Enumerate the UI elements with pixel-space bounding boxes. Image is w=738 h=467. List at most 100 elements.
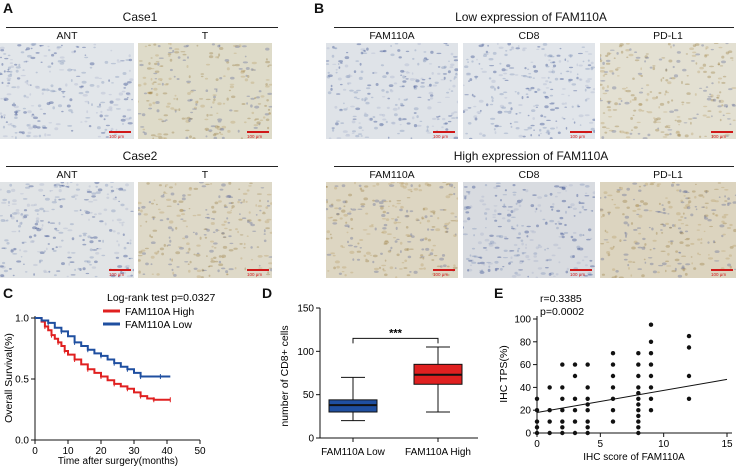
cell-nucleus bbox=[688, 200, 692, 204]
y-tick-label: 0 bbox=[308, 434, 314, 445]
cell-nucleus bbox=[0, 72, 2, 76]
cell-nucleus bbox=[206, 113, 209, 117]
cell-nucleus bbox=[239, 243, 243, 245]
cell-nucleus bbox=[466, 257, 470, 261]
cell-nucleus bbox=[707, 254, 710, 256]
cell-nucleus bbox=[637, 246, 643, 249]
cell-nucleus bbox=[704, 54, 708, 58]
cell-nucleus bbox=[590, 66, 595, 69]
cell-nucleus bbox=[551, 70, 556, 74]
cell-nucleus bbox=[78, 92, 84, 95]
cell-nucleus bbox=[466, 206, 471, 210]
cell-nucleus bbox=[477, 256, 481, 258]
cell-nucleus bbox=[381, 89, 385, 92]
cell-nucleus bbox=[339, 109, 343, 112]
cell-nucleus bbox=[357, 208, 363, 210]
cell-nucleus bbox=[515, 202, 518, 205]
cell-nucleus bbox=[381, 199, 387, 202]
cell-nucleus bbox=[417, 43, 421, 46]
cell-nucleus bbox=[527, 275, 529, 278]
cell-nucleus bbox=[707, 75, 712, 79]
cell-nucleus bbox=[14, 132, 18, 134]
cell-nucleus bbox=[516, 273, 521, 277]
cell-nucleus bbox=[724, 200, 728, 202]
scatter-point bbox=[610, 385, 616, 390]
cell-nucleus bbox=[586, 86, 591, 89]
cell-nucleus bbox=[705, 46, 709, 49]
cell-nucleus bbox=[83, 233, 87, 237]
cell-nucleus bbox=[200, 104, 205, 108]
scatter-point bbox=[636, 430, 641, 436]
cell-nucleus bbox=[118, 275, 121, 278]
scatter-point bbox=[636, 351, 641, 356]
cell-nucleus bbox=[488, 58, 494, 61]
cell-nucleus bbox=[394, 218, 398, 222]
cell-nucleus bbox=[427, 183, 432, 187]
significance-bracket bbox=[352, 337, 439, 344]
cell-nucleus bbox=[91, 266, 97, 269]
cell-nucleus bbox=[228, 202, 233, 204]
cell-nucleus bbox=[334, 186, 338, 190]
cell-nucleus bbox=[21, 242, 25, 244]
cell-nucleus bbox=[565, 210, 567, 214]
cell-nucleus bbox=[564, 58, 567, 61]
cell-nucleus bbox=[387, 97, 391, 100]
cell-nucleus bbox=[100, 132, 106, 134]
cell-nucleus bbox=[170, 43, 172, 46]
scatter-point bbox=[648, 373, 654, 379]
cell-nucleus bbox=[4, 239, 9, 242]
cell-nucleus bbox=[640, 74, 643, 78]
cell-nucleus bbox=[684, 230, 689, 233]
cell-nucleus bbox=[523, 75, 528, 78]
y-axis-label: number of CD8+ cells bbox=[279, 325, 291, 426]
cell-nucleus bbox=[507, 206, 513, 208]
cell-nucleus bbox=[533, 252, 538, 255]
cell-nucleus bbox=[150, 263, 153, 266]
cell-nucleus bbox=[640, 87, 644, 89]
scatter-point bbox=[585, 425, 590, 430]
cell-nucleus bbox=[494, 246, 500, 249]
cell-nucleus bbox=[11, 203, 17, 205]
cell-nucleus bbox=[521, 252, 527, 254]
cell-nucleus bbox=[167, 244, 171, 246]
cell-nucleus bbox=[642, 237, 646, 241]
cell-nucleus bbox=[173, 273, 177, 277]
cell-nucleus bbox=[409, 210, 414, 213]
cell-nucleus bbox=[116, 218, 122, 222]
cell-nucleus bbox=[675, 250, 678, 253]
cell-nucleus bbox=[614, 275, 618, 278]
cell-nucleus bbox=[694, 205, 697, 208]
cell-nucleus bbox=[195, 253, 201, 257]
cell-nucleus bbox=[262, 116, 266, 119]
cell-nucleus bbox=[98, 239, 102, 242]
cell-nucleus bbox=[237, 200, 240, 204]
cell-nucleus bbox=[497, 86, 500, 90]
cell-nucleus bbox=[94, 275, 98, 278]
cell-nucleus bbox=[476, 58, 478, 61]
cell-nucleus bbox=[75, 45, 79, 48]
cell-nucleus bbox=[562, 186, 566, 190]
scatter-point bbox=[636, 425, 641, 430]
cell-nucleus bbox=[480, 232, 484, 236]
cell-nucleus bbox=[443, 43, 448, 44]
cell-nucleus bbox=[513, 121, 519, 123]
cell-nucleus bbox=[352, 258, 355, 261]
cell-nucleus bbox=[380, 64, 384, 67]
cell-nucleus bbox=[104, 222, 107, 226]
cell-nucleus bbox=[169, 68, 173, 72]
cell-nucleus bbox=[327, 217, 333, 219]
cell-nucleus bbox=[13, 105, 19, 109]
cell-nucleus bbox=[725, 135, 729, 137]
cell-nucleus bbox=[154, 70, 160, 73]
cell-nucleus bbox=[463, 108, 469, 112]
cell-nucleus bbox=[609, 246, 615, 250]
cell-nucleus bbox=[268, 112, 271, 115]
cell-nucleus bbox=[682, 68, 687, 72]
cell-nucleus bbox=[633, 228, 638, 231]
cell-nucleus bbox=[210, 106, 213, 109]
cell-nucleus bbox=[338, 207, 342, 210]
scatter-point bbox=[547, 385, 552, 390]
cell-nucleus bbox=[230, 209, 232, 211]
cell-nucleus bbox=[684, 238, 690, 241]
cell-nucleus bbox=[469, 205, 473, 209]
